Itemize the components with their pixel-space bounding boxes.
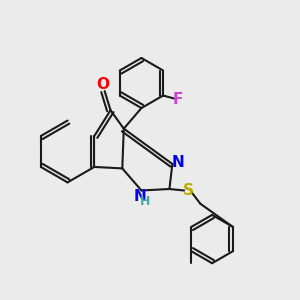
Text: F: F: [173, 92, 183, 107]
Text: S: S: [182, 183, 194, 198]
Text: N: N: [172, 155, 184, 170]
Text: H: H: [140, 195, 150, 208]
Text: N: N: [134, 190, 146, 205]
Text: O: O: [97, 77, 110, 92]
